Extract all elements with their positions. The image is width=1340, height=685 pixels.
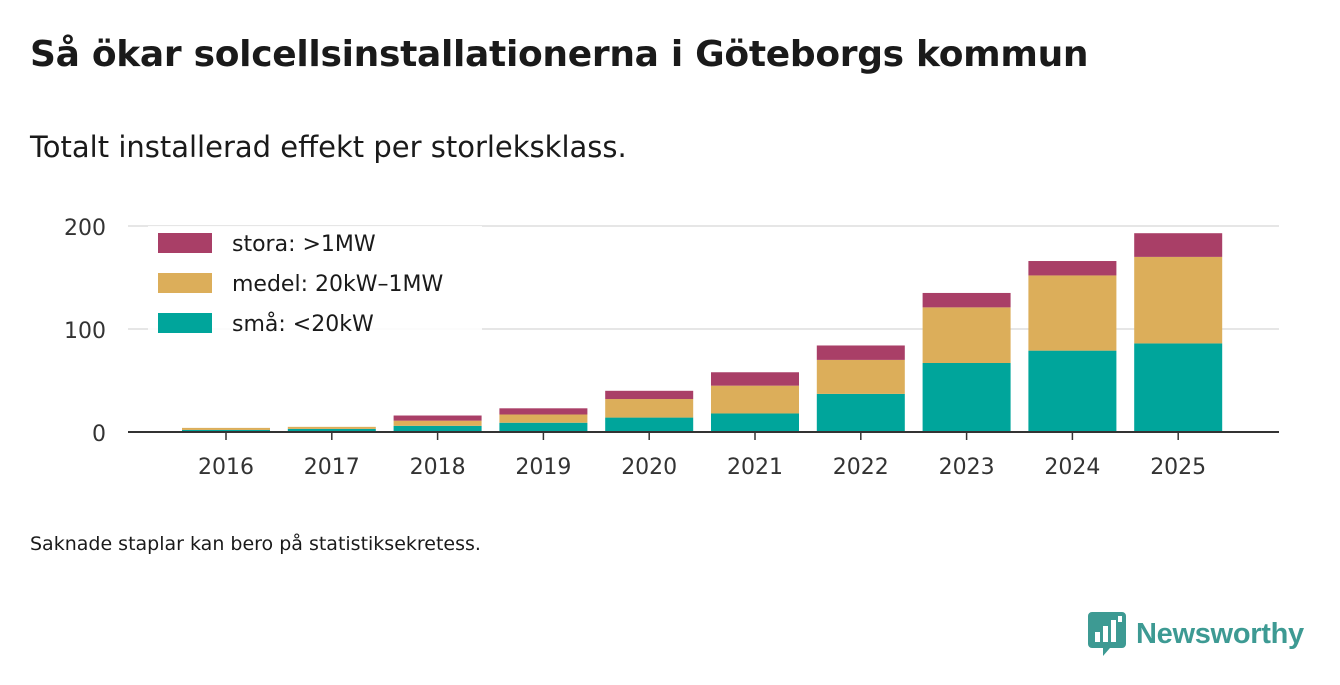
- newsworthy-bar-chart-icon: [1088, 612, 1126, 656]
- bar-segment: [499, 422, 588, 432]
- x-tick-label: 2022: [833, 455, 889, 480]
- legend-label: små: <20kW: [232, 311, 374, 337]
- legend-label: medel: 20kW–1MW: [232, 272, 443, 297]
- y-tick-label: 200: [64, 216, 106, 241]
- x-tick-label: 2020: [621, 455, 677, 480]
- chart-subtitle: Totalt installerad effekt per storlekskl…: [30, 130, 627, 164]
- bar-segment: [182, 429, 270, 432]
- x-tick-label: 2021: [727, 455, 783, 480]
- x-tick-label: 2023: [939, 455, 995, 480]
- legend-swatch: [158, 233, 212, 253]
- bar-segment: [499, 408, 588, 415]
- bar-segment: [711, 413, 799, 432]
- footnote: Saknade staplar kan bero på statistiksek…: [30, 533, 481, 555]
- bar-segment: [605, 399, 694, 418]
- legend-label: stora: >1MW: [232, 232, 376, 257]
- bar-segment: [922, 307, 1011, 363]
- bar-segment: [287, 426, 376, 429]
- bar-segment: [711, 372, 799, 386]
- bar-segment: [287, 428, 376, 432]
- bar-segment: [1028, 350, 1117, 432]
- bar-segment: [922, 292, 1011, 308]
- bar-segment: [605, 390, 694, 400]
- bar-segment: [1134, 256, 1223, 344]
- bar-segment: [499, 414, 588, 423]
- bar-segment: [182, 427, 270, 430]
- newsworthy-logo[interactable]: Newsworthy: [1088, 612, 1304, 656]
- bar-segment: [816, 345, 905, 360]
- bar-segment: [393, 415, 482, 421]
- x-tick-label: 2024: [1044, 455, 1100, 480]
- bar-segment: [711, 385, 799, 414]
- x-tick-label: 2019: [515, 455, 571, 480]
- legend-swatch: [158, 273, 212, 293]
- legend-swatch: [158, 313, 212, 333]
- bar-segment: [922, 362, 1011, 432]
- brand-name: Newsworthy: [1136, 617, 1304, 650]
- bar-segment: [393, 425, 482, 432]
- x-tick-label: 2018: [410, 455, 466, 480]
- stacked-bar-chart: 0 100 200 2016 2017 2018 2019 2020 2021 2022 2023 2…: [64, 216, 1279, 480]
- bar-segment: [605, 417, 694, 432]
- bar-segment: [393, 420, 482, 426]
- x-tick-label: 2017: [304, 455, 360, 480]
- bar-segment: [816, 359, 905, 394]
- bar-segment: [1028, 275, 1117, 351]
- chart-title: Så ökar solcellsinstallationerna i Göteb…: [30, 34, 1089, 75]
- x-tick-label: 2025: [1150, 455, 1206, 480]
- bar-segment: [1134, 233, 1223, 257]
- y-tick-label: 100: [64, 319, 106, 344]
- bar-segment: [1028, 261, 1117, 276]
- x-tick-label: 2016: [198, 455, 254, 480]
- bar-segment: [816, 393, 905, 432]
- bar-segment: [1134, 343, 1223, 432]
- y-tick-label: 0: [92, 422, 106, 447]
